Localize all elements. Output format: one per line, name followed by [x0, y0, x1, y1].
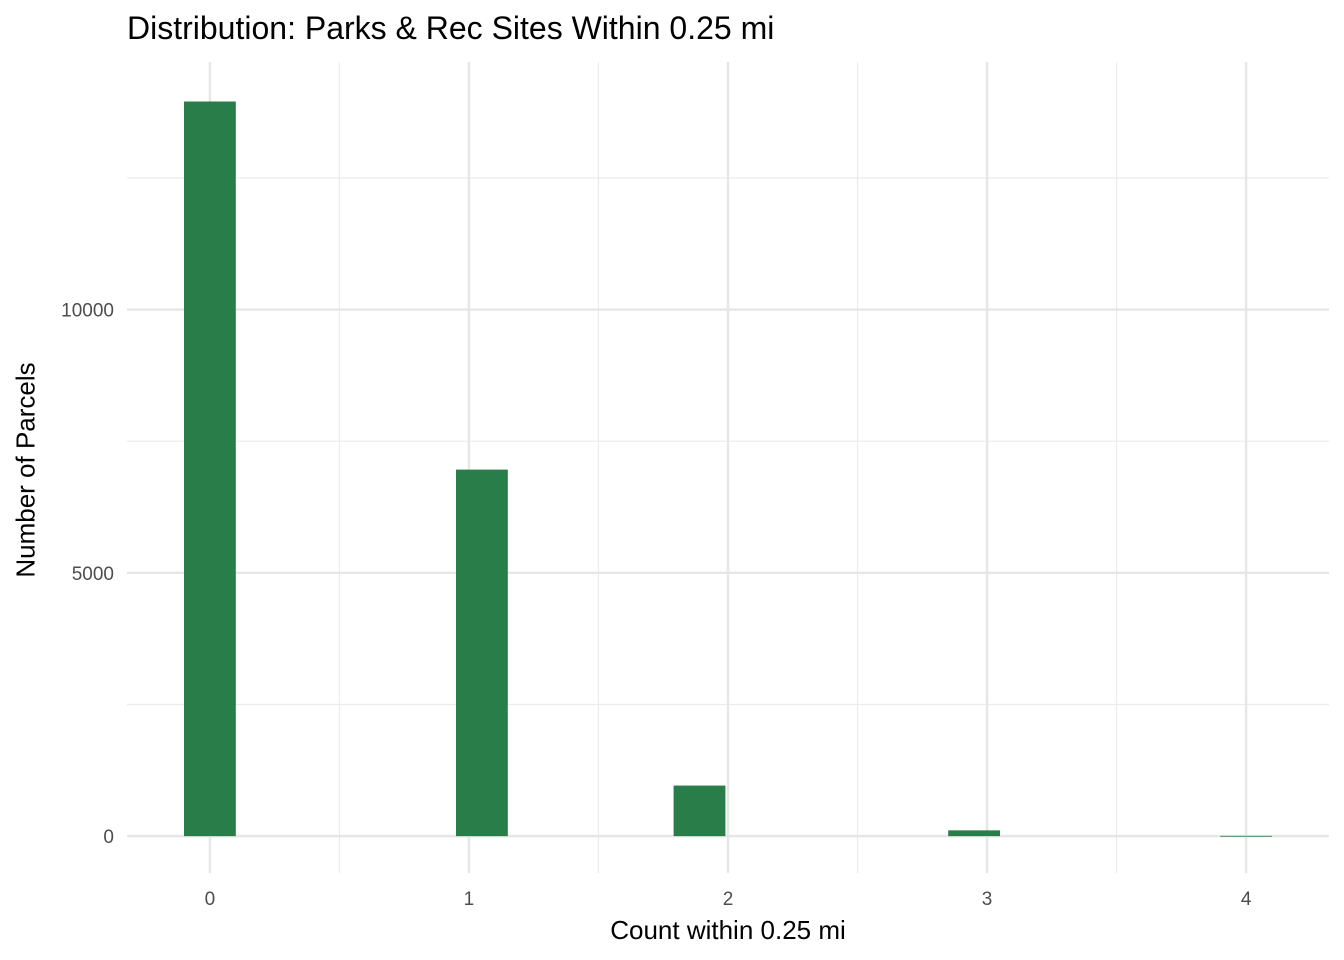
bar	[183, 101, 236, 837]
bar	[948, 830, 1001, 837]
x-tick-label: 0	[205, 889, 216, 910]
x-tick-label: 1	[464, 889, 475, 910]
x-tick-label: 2	[723, 889, 734, 910]
y-tick-label: 5000	[72, 564, 114, 585]
bar	[1220, 835, 1273, 837]
bar	[673, 785, 726, 837]
x-tick-label: 4	[1241, 889, 1252, 910]
y-axis-label: Number of Parcels	[10, 362, 41, 578]
y-tick-label: 0	[103, 827, 114, 848]
y-tick-label: 10000	[61, 301, 114, 322]
x-axis-label: Count within 0.25 mi	[610, 915, 846, 945]
x-axis-ticks: 0 1 2 3 4	[205, 889, 1252, 910]
grid-major	[127, 62, 1329, 873]
x-tick-label: 3	[982, 889, 993, 910]
chart-title: Distribution: Parks & Rec Sites Within 0…	[127, 10, 775, 46]
bars	[183, 101, 1273, 837]
bar	[455, 469, 508, 837]
y-axis-ticks: 0 5000 10000	[61, 301, 114, 849]
